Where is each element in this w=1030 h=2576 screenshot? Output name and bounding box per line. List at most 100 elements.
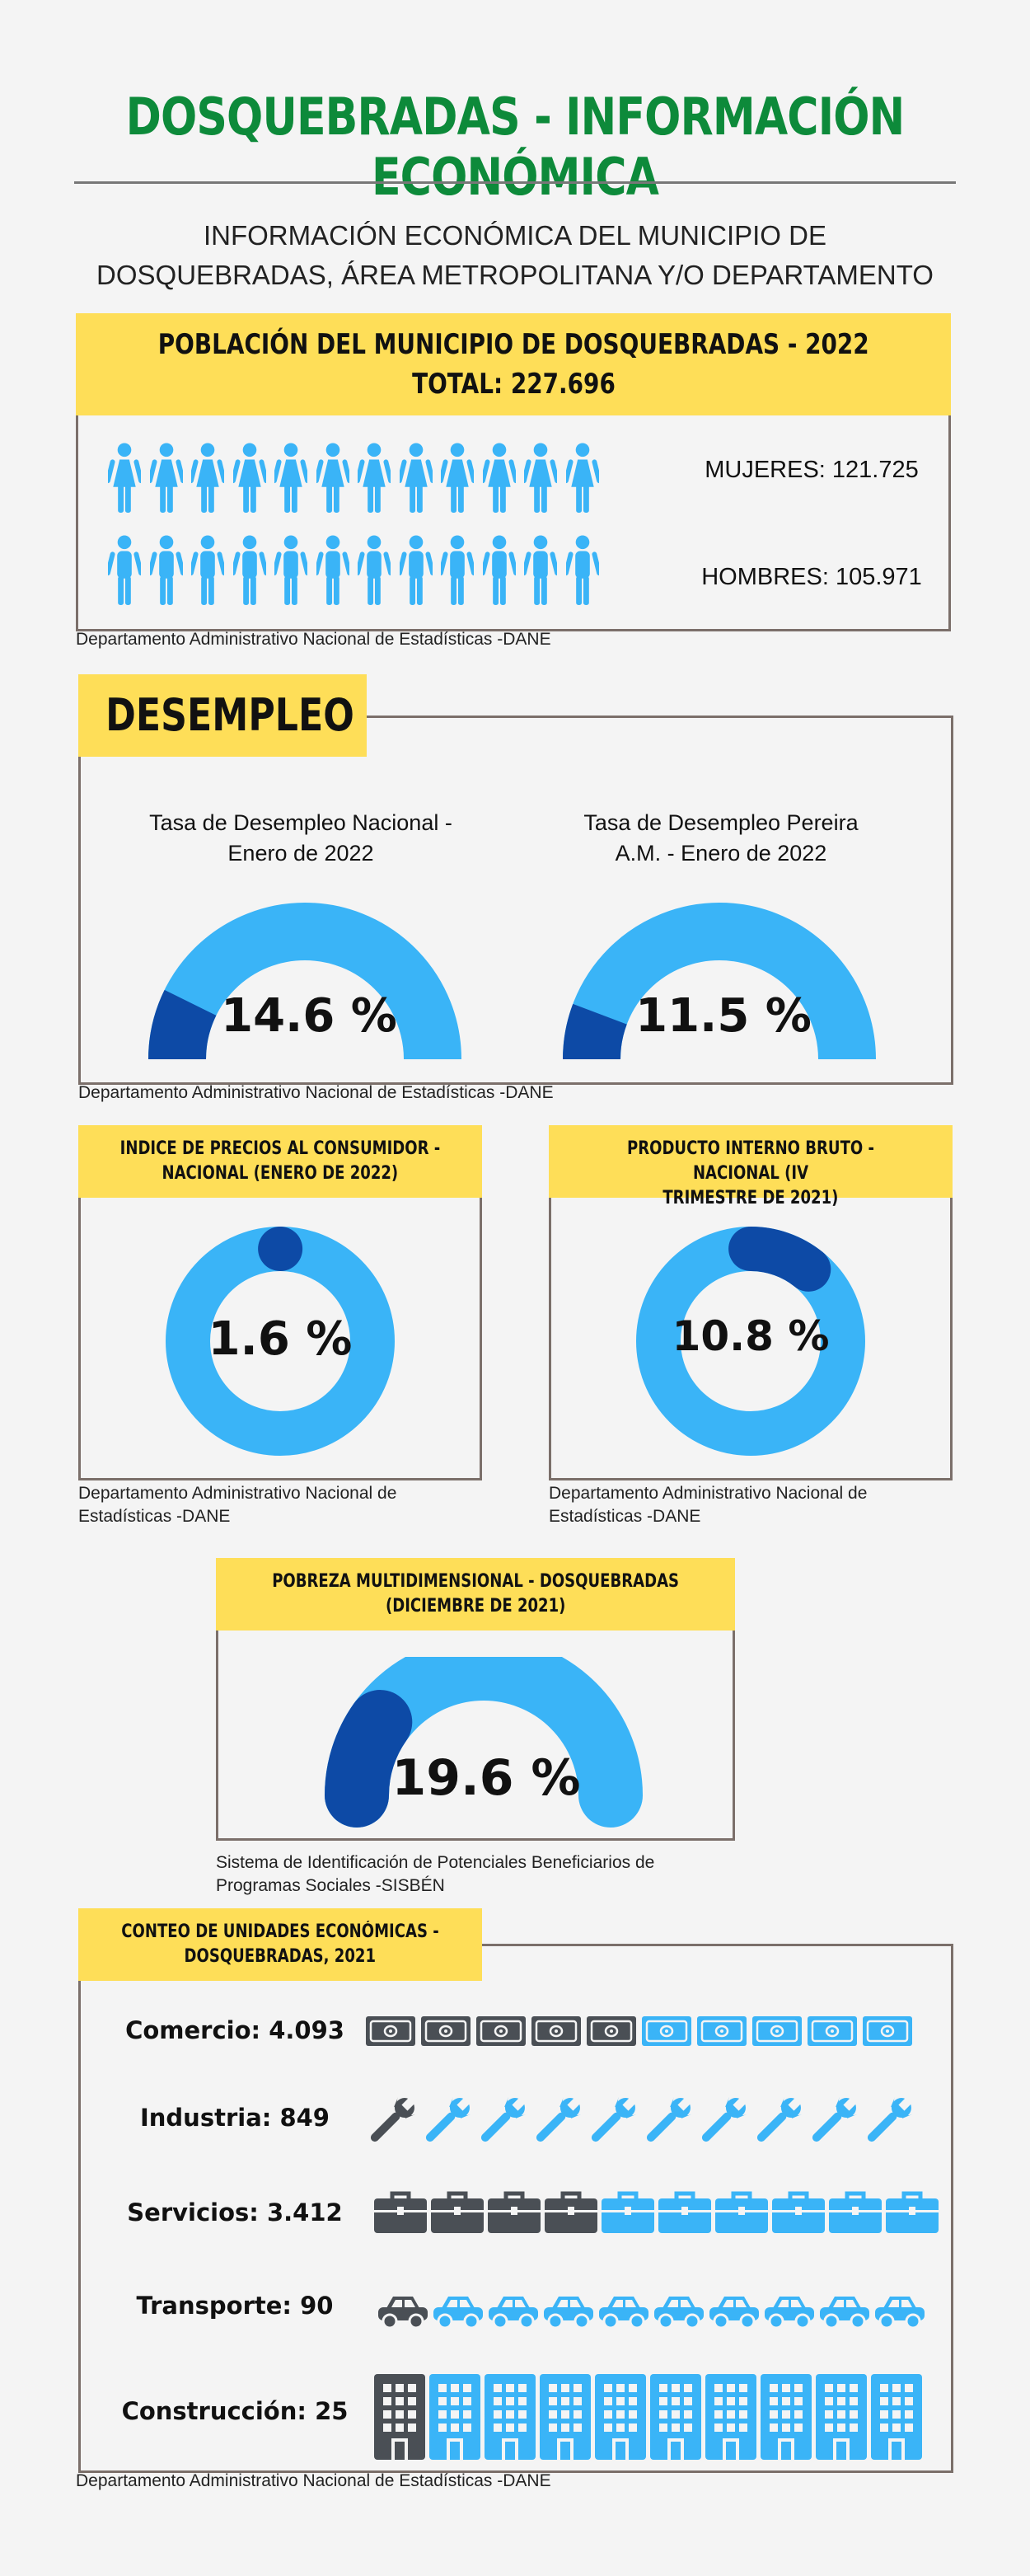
car-icon [765,2297,814,2330]
units-row-construccion: Construcción: 25 [78,2374,953,2460]
pereira-unemployment-label: Tasa de Desempleo Pereira A.M. - Enero d… [583,810,859,866]
building-icon [374,2374,425,2460]
units-row-transporte: Transporte: 90 [78,2292,953,2333]
pereira-unemployment-value: 11.5 % [635,989,812,1043]
national-gauge-track [148,903,461,1059]
poverty-source: Sistema de Identificación de Potenciales… [216,1853,655,1895]
woman-icon [354,442,394,514]
man-icon [271,534,311,607]
car-icon [378,2297,428,2330]
wrench-icon [425,2096,471,2142]
page-title: DOSQUEBRADAS - INFORMACIÓN ECONÓMICA [125,87,906,207]
briefcase-icon [886,2191,939,2233]
banknote-icon [476,2016,526,2046]
man-icon [105,534,144,607]
poverty-heading: POBREZA MULTIDIMENSIONAL - DOSQUEBRADAS … [216,1558,735,1631]
page-subtitle: INFORMACIÓN ECONÓMICA DEL MUNICIPIO DE D… [82,216,948,295]
building-icon [485,2374,536,2460]
poverty-gauge-fill [325,1690,413,1828]
building-icon [761,2374,812,2460]
poverty-gauge [325,1657,643,1828]
building-icon [871,2374,922,2460]
briefcase-icon-row [373,2189,939,2238]
subtitle-line-2: DOSQUEBRADAS, ÁREA METROPOLITANA Y/O DEP… [96,260,934,290]
building-icon [595,2374,646,2460]
banknote-icon [366,2016,415,2046]
wrench-icon [591,2096,637,2142]
car-icon [599,2297,648,2330]
building-icon-row [373,2374,934,2460]
woman-icon [313,442,352,514]
national-unemployment-value: 14.6 % [221,989,397,1043]
units-label: Transporte: 90 [136,2292,334,2320]
pib-heading: PRODUCTO INTERNO BRUTO - NACIONAL (IV TR… [549,1125,953,1208]
briefcase-icon [658,2191,711,2233]
women-count: MUJERES: 121.725 [705,457,919,483]
unemployment-heading: DESEMPLEO [78,674,367,757]
banknote-icon [587,2016,636,2046]
car-icon [433,2297,483,2330]
wrench-icon-row [365,2094,925,2151]
poverty-panel [216,1628,735,1841]
subtitle-line-1: INFORMACIÓN ECONÓMICA DEL MUNICIPIO DE [203,220,826,251]
man-icon [396,534,435,607]
woman-icon [438,442,477,514]
ipc-donut [166,1227,395,1456]
man-icon [188,534,227,607]
woman-icon [147,442,185,514]
wrench-icon [867,2096,913,2142]
wrench-icon [480,2096,527,2142]
pib-value: 10.8 % [672,1312,830,1360]
man-icon [521,534,560,607]
woman-icon [188,442,227,514]
briefcase-icon [488,2191,541,2233]
banknote-icon [808,2016,857,2046]
pib-donut [636,1227,865,1456]
man-icon [147,534,185,607]
building-icon [650,2374,701,2460]
pereira-gauge-track [563,903,876,1059]
pib-donut-fill [728,1227,831,1292]
units-label: Industria: 849 [139,2104,330,2132]
briefcase-icon [829,2191,882,2233]
woman-icon [230,442,269,514]
banknote-icon [752,2016,802,2046]
wrench-icon [370,2096,416,2142]
pereira-unemployment-gauge [563,903,876,1059]
woman-icon [271,442,311,514]
women-icon-row [105,442,619,516]
building-icon [540,2374,591,2460]
population-title: POBLACIÓN DEL MUNICIPIO DE DOSQUEBRADAS … [157,328,869,361]
title-divider [74,181,956,184]
pib-source: Departamento Administrativo Nacional de … [549,1484,868,1526]
man-icon [354,534,394,607]
banknote-icon [531,2016,581,2046]
car-icon [875,2297,925,2330]
wrench-icon [701,2096,747,2142]
banknote-icon [421,2016,471,2046]
man-icon [480,534,518,607]
wrench-icon [536,2096,582,2142]
briefcase-icon [715,2191,768,2233]
units-row-comercio: Comercio: 4.093 [78,2011,953,2053]
briefcase-icon [602,2191,654,2233]
units-label: Construcción: 25 [121,2397,349,2425]
car-icon [654,2297,704,2330]
wrench-icon [756,2096,803,2142]
briefcase-icon [374,2191,427,2233]
man-icon [563,534,602,607]
building-icon [816,2374,867,2460]
woman-icon [105,442,144,514]
national-unemployment-gauge [148,903,461,1059]
units-heading: CONTEO DE UNIDADES ECONÓMICAS - DOSQUEBR… [78,1908,482,1981]
ipc-source: Departamento Administrativo Nacional de … [78,1484,397,1526]
national-unemployment-label: Tasa de Desempleo Nacional - Enero de 20… [149,810,452,866]
units-row-servicios: Servicios: 3.412 [78,2189,953,2238]
men-count: HOMBRES: 105.971 [701,564,922,590]
car-icon [820,2297,869,2330]
men-icon-row [105,534,619,608]
woman-icon [521,442,560,514]
man-icon [438,534,477,607]
car-icon [489,2297,538,2330]
building-icon [705,2374,756,2460]
